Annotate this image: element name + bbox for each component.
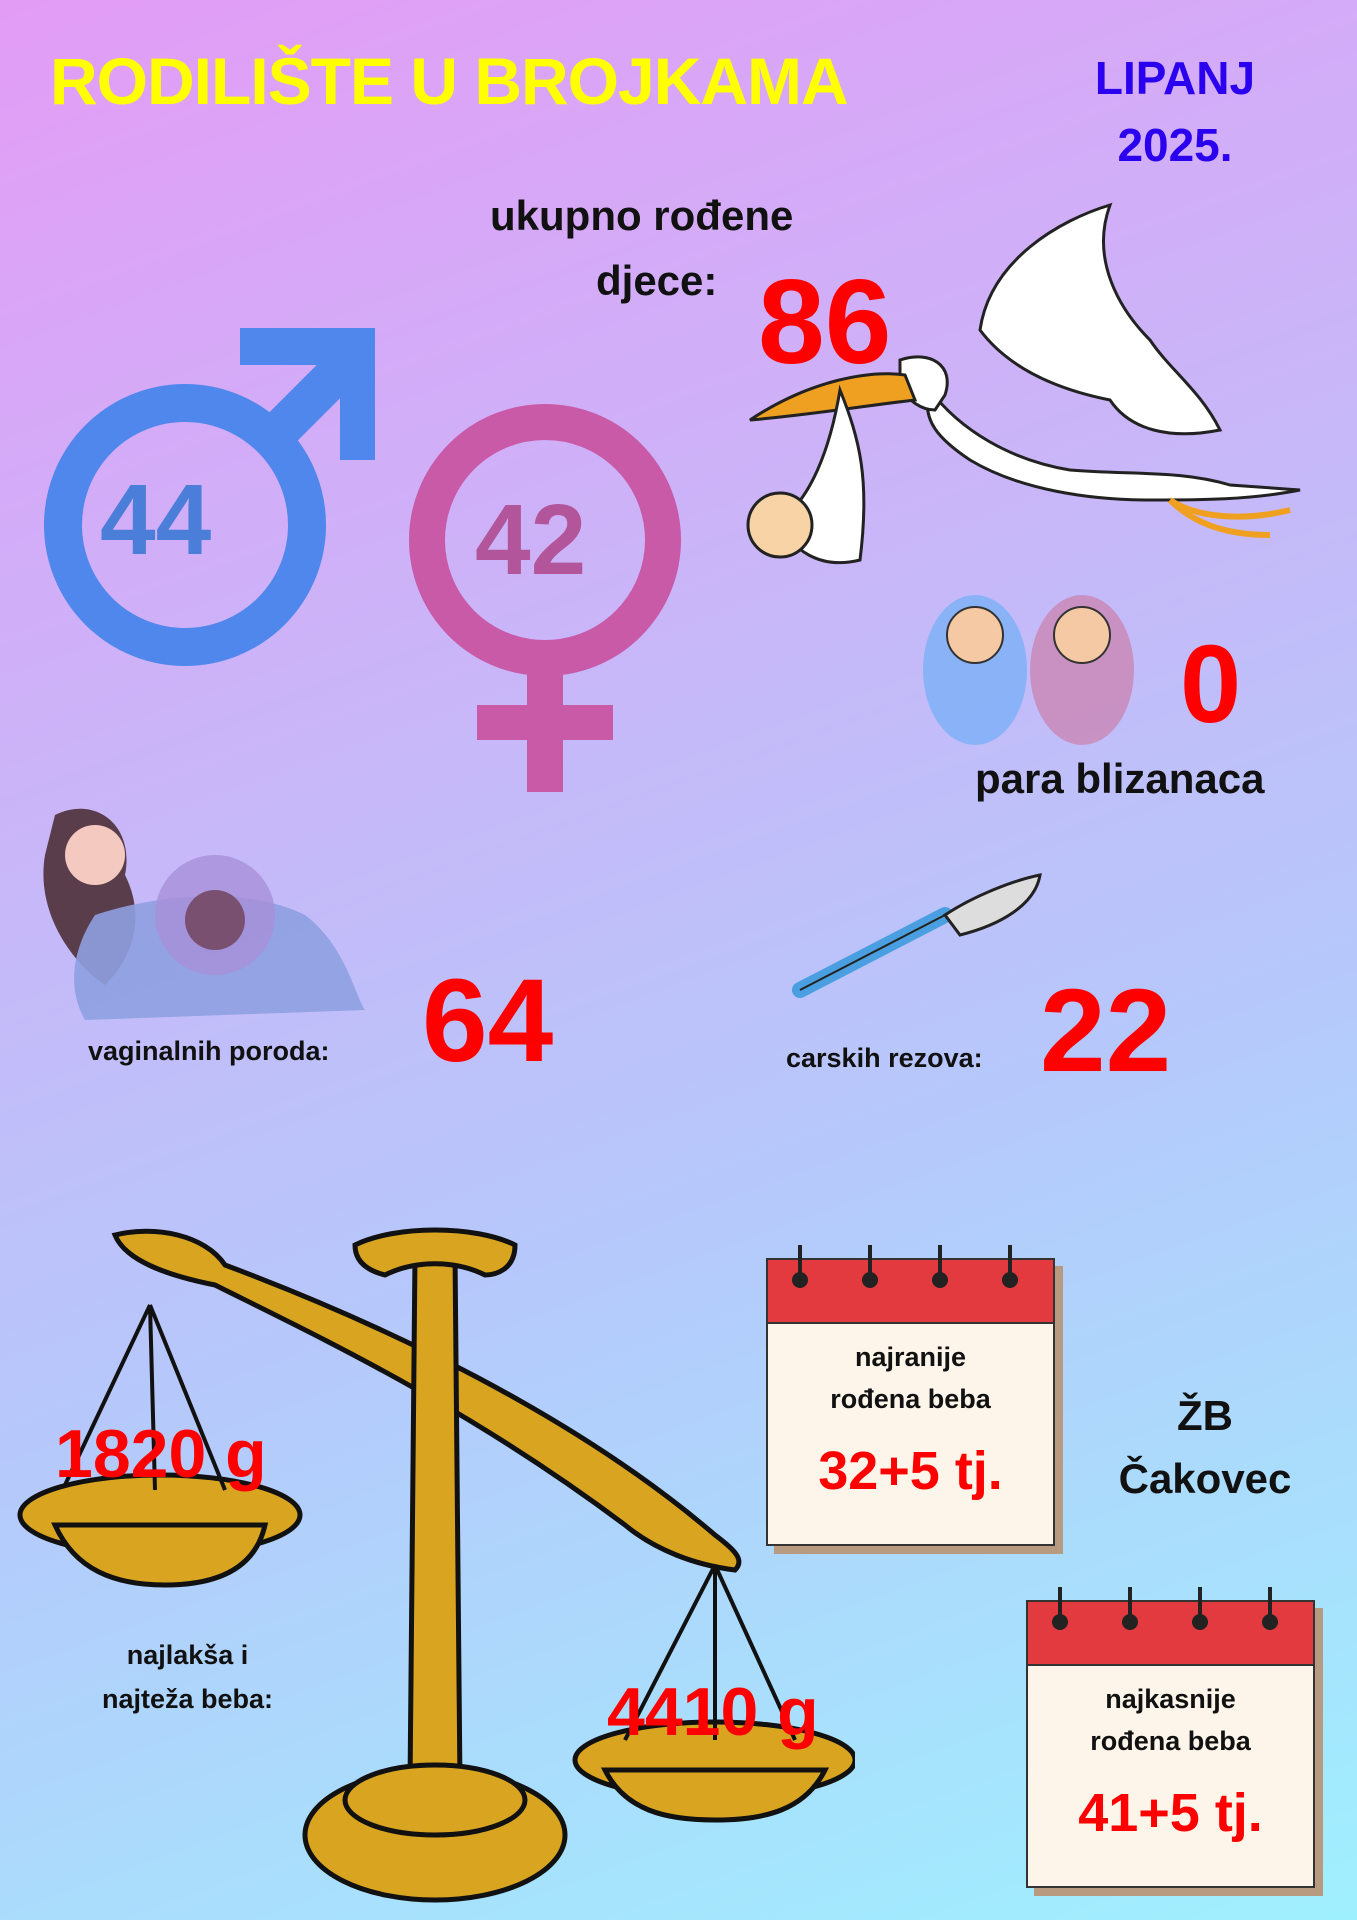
calendar-header <box>1028 1602 1313 1666</box>
twins-label: para blizanaca <box>975 755 1265 802</box>
cesarean-label: carskih rezova: <box>786 1043 983 1073</box>
cesarean-value: 22 <box>1040 965 1172 1097</box>
latest-line2: rođena beba <box>1090 1726 1251 1756</box>
page-title: RODILIŠTE U BROJKAMA <box>50 44 849 118</box>
earliest-value: 32+5 tj. <box>818 1441 1003 1501</box>
earliest-birth-calendar: najranije rođena beba 32+5 tj. <box>766 1258 1055 1546</box>
hospital-line1: ŽB <box>1177 1392 1233 1439</box>
earliest-line1: najranije <box>854 1342 967 1372</box>
pregnant-woman-icon <box>43 808 365 1020</box>
calendar-rings-icon <box>1052 1587 1278 1630</box>
year-label: 2025. <box>1117 119 1233 171</box>
weight-label-line2: najteža beba: <box>101 1684 274 1714</box>
balance-scale-icon <box>17 1227 855 1903</box>
male-symbol-icon <box>44 328 375 666</box>
calendar-rings-icon <box>792 1245 1018 1288</box>
latest-birth-calendar: najkasnije rođena beba 41+5 tj. <box>1026 1600 1315 1888</box>
twins-icon <box>923 595 1134 745</box>
boys-count: 44 <box>100 464 212 576</box>
hospital-line2: Čakovec <box>1118 1455 1292 1502</box>
heaviest-weight: 4410 g <box>607 1674 819 1750</box>
calendar-header <box>768 1260 1053 1324</box>
month-label: LIPANJ <box>1094 52 1256 104</box>
vaginal-value: 64 <box>422 955 554 1087</box>
total-value: 86 <box>758 255 892 389</box>
female-symbol-icon <box>409 404 681 792</box>
total-label-line1: ukupno rođene <box>490 192 794 239</box>
latest-value: 41+5 tj. <box>1078 1783 1263 1843</box>
latest-line1: najkasnije <box>1105 1684 1236 1714</box>
lightest-weight: 1820 g <box>55 1416 267 1492</box>
total-label-line2: djece: <box>596 257 718 304</box>
weight-label-line1: najlakša i <box>126 1640 249 1670</box>
scalpel-icon <box>792 873 1042 998</box>
stork-icon <box>746 202 1301 565</box>
earliest-line2: rođena beba <box>830 1384 991 1414</box>
vaginal-label: vaginalnih poroda: <box>88 1036 330 1066</box>
girls-count: 42 <box>475 484 587 596</box>
twins-value: 0 <box>1180 623 1242 746</box>
